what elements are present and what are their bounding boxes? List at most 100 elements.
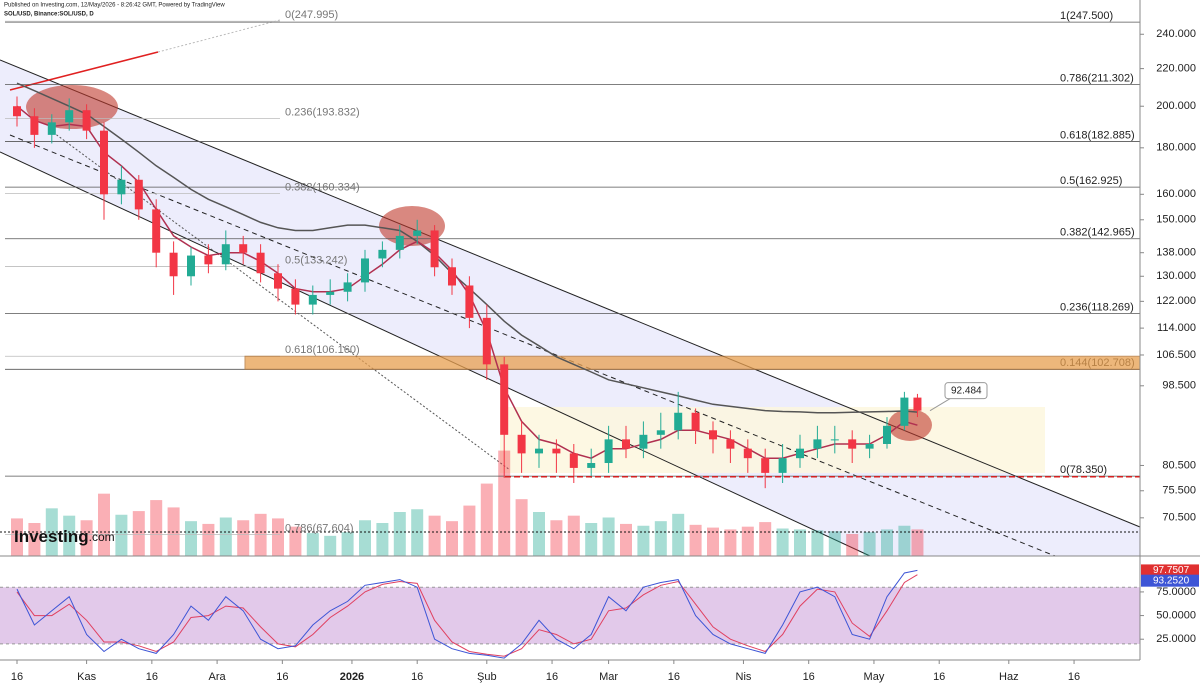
y-tick-label: 80.500 (1162, 459, 1196, 471)
y-tick-label: 220.000 (1156, 63, 1196, 75)
stoch-tick-label: 75.0000 (1156, 586, 1196, 598)
candle-body (152, 209, 161, 253)
volume-bar (428, 515, 441, 556)
stoch-tag (1141, 574, 1199, 587)
volume-bar (324, 535, 337, 556)
y-tick-label: 114.000 (1157, 322, 1196, 334)
fib-label: 1(247.500) (1060, 10, 1113, 22)
volume-bar (289, 526, 302, 556)
candle-body (500, 364, 509, 435)
candle-body (674, 412, 683, 431)
y-tick-label: 122.000 (1156, 295, 1196, 307)
callout-label: 92.484 (951, 385, 982, 396)
candle-body (569, 453, 578, 468)
volume-bar (202, 523, 215, 556)
candle-body (117, 179, 126, 195)
candle-body (743, 448, 752, 459)
candle-body (395, 235, 404, 250)
candle-body (482, 317, 491, 365)
fib-label: 0.618(182.885) (1060, 129, 1135, 141)
volume-bar (63, 515, 76, 556)
candle-body (622, 439, 630, 449)
channel-lower (0, 151, 871, 557)
volume-bar (911, 529, 924, 556)
x-tick-label: Kas (77, 671, 96, 683)
trend-line (9, 51, 159, 91)
y-tick-label: 150.000 (1156, 214, 1196, 226)
candle-body (830, 439, 839, 441)
candle-body (883, 425, 891, 444)
volume-bar (480, 483, 493, 556)
highlight (379, 206, 445, 246)
candle-body (465, 285, 474, 318)
candle-body (796, 448, 804, 459)
candle-body (587, 463, 596, 468)
stoch-tag (1141, 564, 1199, 577)
x-tick-label: 16 (146, 671, 158, 683)
price-tag-label: 92.162 (1153, 407, 1184, 418)
candle-body (430, 230, 439, 268)
volume-bar (306, 533, 319, 556)
candle-body (378, 249, 387, 259)
volume-bar (28, 523, 41, 556)
x-tick-label: 16 (803, 671, 815, 683)
volume-bar (376, 523, 389, 556)
volume-bar (45, 508, 58, 556)
candle-body (82, 110, 91, 131)
candle-body (913, 397, 922, 411)
volume-bar (794, 529, 806, 556)
candle-body (256, 252, 265, 274)
fib-label-left: 0.236(193.832) (285, 106, 360, 118)
volume-bar (393, 512, 406, 556)
candle-body (813, 439, 822, 449)
candle-body (604, 439, 613, 464)
volume-bar (550, 520, 563, 556)
y-tick-label: 106.500 (1156, 349, 1196, 361)
volume-bar (359, 520, 371, 556)
price-tag-label: 95.620 (1153, 392, 1184, 403)
volume-bar (132, 511, 145, 556)
candle-body (726, 439, 735, 449)
stoch-line (16, 569, 918, 659)
candle-body (413, 230, 422, 236)
x-tick-label: 16 (546, 671, 558, 683)
volume-bar (446, 521, 458, 556)
y-tick-label: 130.000 (1156, 270, 1196, 282)
candle-body (134, 179, 143, 210)
candle-body (691, 412, 700, 431)
candle-body (65, 110, 74, 123)
volume-bar (776, 528, 789, 556)
fib-label-left: 0.5(133.242) (285, 254, 347, 266)
x-tick-label: 2026 (340, 671, 364, 683)
candle-body (848, 439, 857, 449)
volume-bar (11, 518, 23, 556)
volume-bar (533, 512, 545, 556)
published: Published on Investing.com, 12/May/2026 … (4, 3, 225, 9)
volume-bar (515, 499, 528, 556)
volume-bar (602, 517, 615, 556)
y-tick-label: 98.500 (1162, 380, 1196, 392)
candle-body (274, 273, 282, 289)
candle-body (778, 458, 787, 473)
candle-body (900, 397, 909, 426)
candle-body (326, 291, 335, 295)
y-tick-label: 160.000 (1156, 188, 1196, 200)
volume-bar (585, 523, 598, 556)
fib-label-left: 0.786(67.604) (285, 522, 354, 534)
price-tag-label: 78.234 (1153, 471, 1184, 482)
y-tick-label: 240.000 (1156, 28, 1196, 40)
logo-text: Investing (14, 527, 89, 546)
x-tick-label: Nis (736, 671, 752, 683)
price-tag-label: 92.819 (1153, 404, 1184, 415)
volume-bar (637, 525, 650, 556)
candle-body (221, 244, 230, 265)
volume-bar (411, 509, 424, 556)
fib-label-left: 0(247.995) (285, 9, 338, 21)
volume-bar (463, 505, 476, 556)
volume-bar (98, 493, 110, 556)
candle-body (448, 267, 456, 286)
candle-body (343, 282, 352, 292)
fib-label: 0.5(162.925) (1060, 175, 1122, 187)
